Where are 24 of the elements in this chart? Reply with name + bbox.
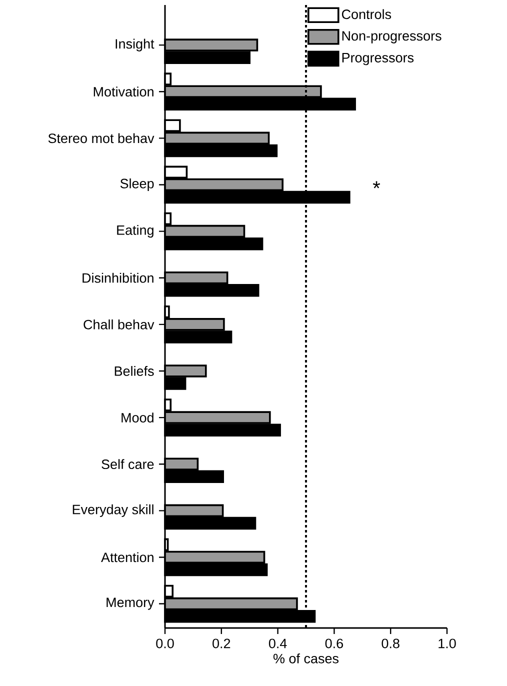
y-tick-label: Attention <box>101 552 154 562</box>
legend-label: Progressors <box>342 53 414 66</box>
y-tick-label: Disinhibition <box>82 272 154 283</box>
y-tick-label: Self care <box>102 459 154 470</box>
legend-label: Non-progressors <box>342 31 442 44</box>
y-tick-label: Memory <box>106 598 154 610</box>
x-axis-title: % of cases <box>273 653 339 664</box>
x-tick-label: 0.2 <box>212 638 230 648</box>
x-tick-label: 0.0 <box>156 638 174 648</box>
annotation: * <box>372 181 380 188</box>
y-tick-label: Everyday skill <box>72 504 154 517</box>
y-tick-label: Motivation <box>94 86 154 97</box>
y-tick-label: Chall behav <box>84 319 154 330</box>
y-tick-label: Sleep <box>120 178 154 192</box>
y-tick-label: Insight <box>116 38 154 52</box>
x-tick-label: 1.0 <box>438 638 456 648</box>
y-tick-label: Mood <box>122 412 154 422</box>
x-tick-label: 0.4 <box>268 638 287 648</box>
x-tick-label: 0.8 <box>382 638 400 648</box>
y-tick-label: Beliefs <box>114 366 154 376</box>
y-tick-label: Stereo mot behav <box>48 133 154 144</box>
legend-label: Controls <box>342 9 392 20</box>
x-tick-label: 0.6 <box>325 638 343 648</box>
y-tick-label: Eating <box>117 225 154 238</box>
